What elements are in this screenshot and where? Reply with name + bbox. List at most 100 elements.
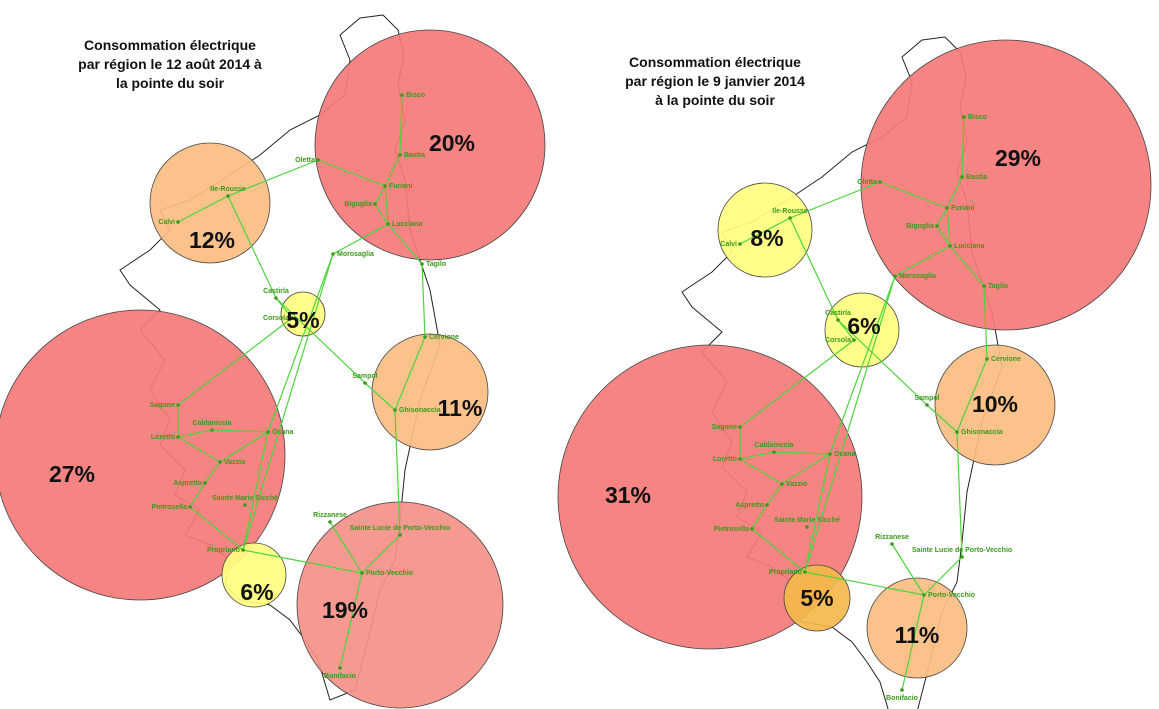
station-label: Pietrosella bbox=[152, 504, 188, 511]
map-title: par région le 9 janvier 2014 bbox=[625, 73, 805, 89]
region-share: 12% bbox=[189, 227, 235, 253]
station-dot bbox=[960, 175, 964, 179]
station-dot bbox=[210, 428, 214, 432]
station-dot bbox=[900, 688, 904, 692]
station-dot bbox=[290, 316, 294, 320]
station-label: Bastia bbox=[966, 174, 987, 181]
station-label: Vazzio bbox=[786, 481, 807, 488]
power-line bbox=[926, 404, 958, 433]
station-dot bbox=[400, 93, 404, 97]
power-line bbox=[766, 483, 783, 506]
station-dot bbox=[423, 335, 427, 339]
station-label: Biguglia bbox=[344, 201, 372, 208]
region-share: 6% bbox=[240, 579, 273, 605]
station-dot bbox=[772, 450, 776, 454]
region-share: 11% bbox=[438, 395, 483, 421]
station-label: Oletta bbox=[857, 179, 877, 186]
station-dot bbox=[738, 425, 742, 429]
power-line bbox=[227, 195, 277, 299]
power-line bbox=[227, 159, 319, 197]
region-share: 10% bbox=[972, 391, 1018, 417]
station-dot bbox=[738, 242, 742, 246]
station-label: Oletta bbox=[295, 157, 315, 164]
region-share: 19% bbox=[322, 597, 368, 623]
station-label: Morosaglia bbox=[899, 273, 936, 280]
station-dot bbox=[363, 381, 367, 385]
power-line bbox=[923, 556, 963, 596]
station-dot bbox=[266, 430, 270, 434]
station-dot bbox=[226, 194, 230, 198]
station-dot bbox=[960, 555, 964, 559]
station-label: Corsola bbox=[263, 315, 289, 322]
power-line bbox=[983, 285, 988, 360]
station-dot bbox=[241, 548, 245, 552]
station-label: Loretto bbox=[151, 434, 175, 441]
station-label: Corsola bbox=[825, 337, 851, 344]
station-label: Cervione bbox=[991, 356, 1021, 363]
station-label: Castirla bbox=[825, 310, 851, 317]
station-dot bbox=[788, 216, 792, 220]
region-bubble bbox=[934, 344, 1056, 466]
power-line bbox=[789, 217, 839, 321]
region-share: 5% bbox=[286, 307, 319, 333]
station-dot bbox=[176, 435, 180, 439]
station-label: Sainte Marie Sicché bbox=[774, 517, 840, 524]
station-label: Loretto bbox=[713, 456, 737, 463]
station-label: Morosaglia bbox=[337, 251, 374, 258]
power-line bbox=[267, 253, 334, 433]
power-line bbox=[781, 453, 831, 485]
power-line bbox=[739, 458, 783, 485]
station-label: Propriano bbox=[769, 569, 802, 576]
station-dot bbox=[780, 482, 784, 486]
station-dot bbox=[878, 180, 882, 184]
station-label: Aspretto bbox=[173, 480, 202, 487]
station-dot bbox=[985, 357, 989, 361]
power-line bbox=[773, 451, 831, 455]
region-bubble bbox=[0, 309, 286, 601]
power-line bbox=[177, 195, 229, 223]
map-title: par région le 12 août 2014 à bbox=[78, 56, 262, 72]
station-label: Cervione bbox=[429, 334, 459, 341]
power-line bbox=[961, 116, 965, 178]
station-dot bbox=[828, 452, 832, 456]
power-line bbox=[739, 217, 791, 245]
map-title: à la pointe du soir bbox=[655, 92, 775, 108]
station-label: Porto-Vecchio bbox=[928, 592, 975, 599]
power-line bbox=[936, 225, 951, 247]
station-label: Sampol bbox=[914, 395, 939, 402]
station-label: Porto-Vecchio bbox=[366, 570, 413, 577]
station-label: Tagilo bbox=[426, 261, 446, 268]
power-line bbox=[177, 317, 293, 406]
station-dot bbox=[188, 505, 192, 509]
station-dot bbox=[738, 457, 742, 461]
power-line bbox=[364, 382, 396, 411]
power-line bbox=[242, 549, 363, 574]
station-dot bbox=[383, 184, 387, 188]
map-left: Bisco Oletta Bastia Furiani Biguglia Lucciana… bbox=[0, 14, 546, 709]
region-bubble bbox=[149, 142, 271, 264]
region-share: 29% bbox=[995, 145, 1041, 171]
station-label: Calvi bbox=[720, 241, 737, 248]
station-label: Pietrosella bbox=[714, 526, 750, 533]
station-dot bbox=[176, 403, 180, 407]
station-label: Sainte Lucie de Porto-Vecchio bbox=[912, 547, 1012, 554]
station-dot bbox=[393, 408, 397, 412]
power-line bbox=[384, 154, 401, 187]
power-line bbox=[421, 263, 426, 338]
power-line bbox=[242, 253, 334, 551]
station-label: Propriano bbox=[207, 547, 240, 554]
power-line bbox=[374, 203, 389, 225]
power-line bbox=[804, 275, 896, 573]
power-line bbox=[739, 451, 775, 460]
station-dot bbox=[243, 503, 247, 507]
region-share: 11% bbox=[895, 622, 940, 648]
station-label: Bisco bbox=[406, 92, 425, 99]
station-dot bbox=[765, 503, 769, 507]
region-share: 27% bbox=[49, 461, 95, 487]
station-label: Caldaniccia bbox=[193, 420, 232, 427]
station-label: Sainte Marie Sicché bbox=[212, 495, 278, 502]
power-line bbox=[949, 245, 985, 287]
power-line bbox=[219, 431, 269, 463]
region-share: 8% bbox=[750, 225, 783, 251]
station-dot bbox=[373, 202, 377, 206]
